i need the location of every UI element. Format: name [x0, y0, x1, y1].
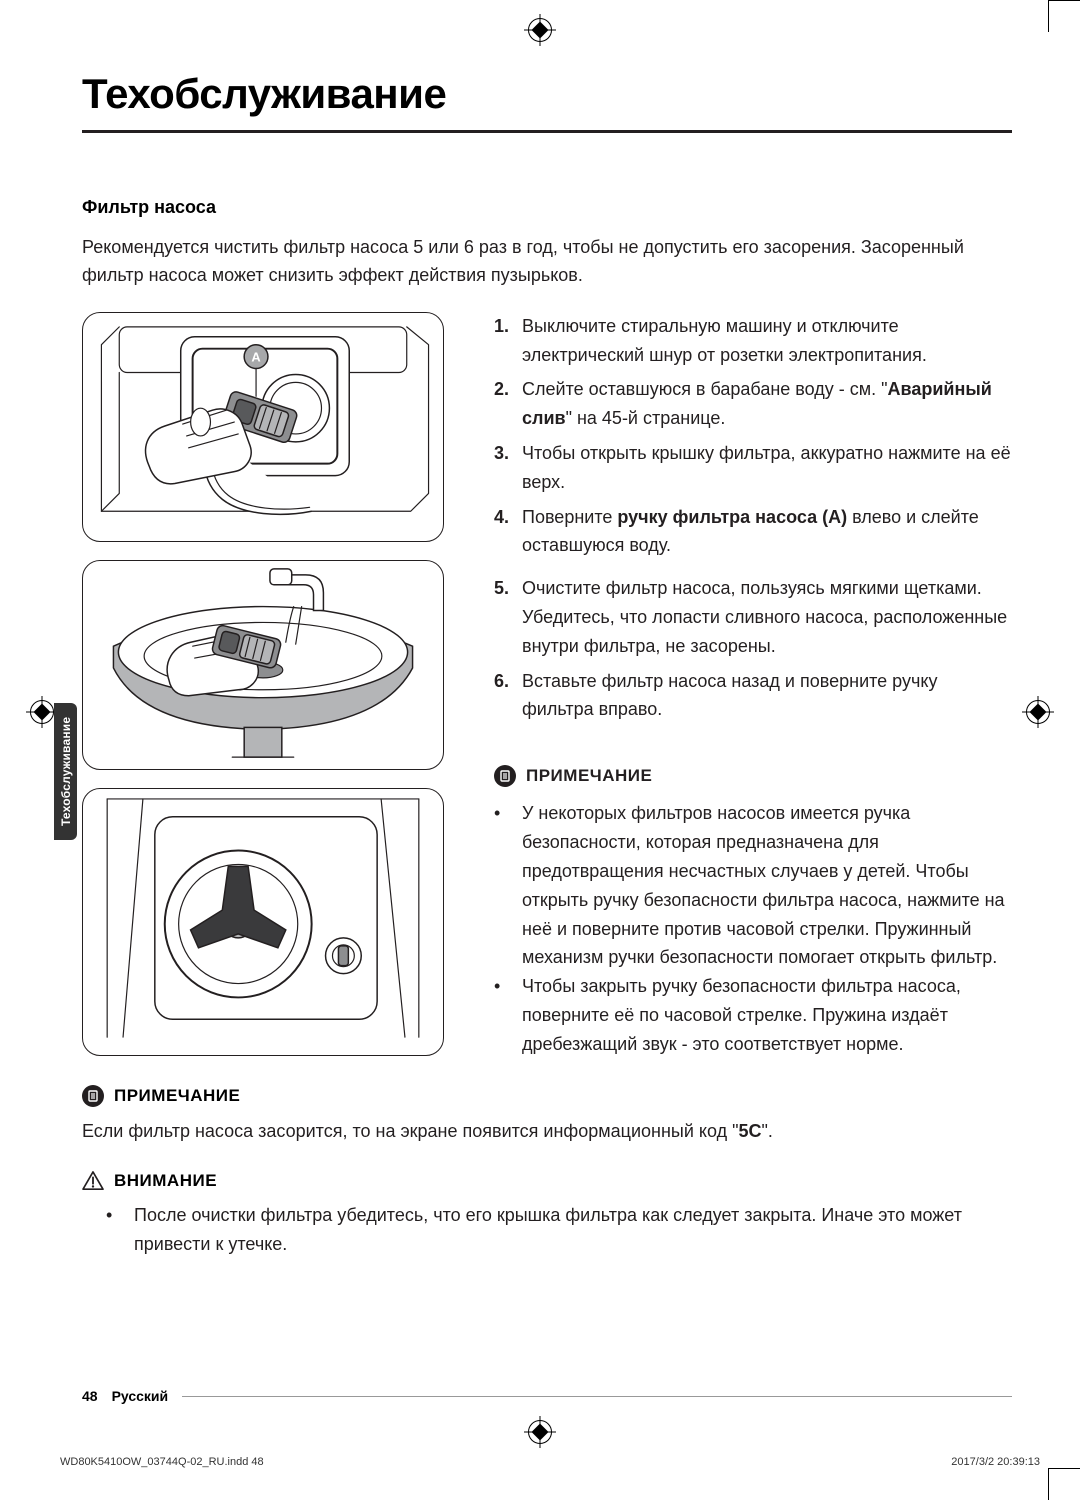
illustration-2 [82, 560, 444, 770]
steps-list-b: 5.Очистите фильтр насоса, пользуясь мягк… [494, 574, 1012, 724]
list-item: Чтобы закрыть ручку безопасности фильтра… [494, 972, 1012, 1058]
note-bullets: У некоторых фильтров насосов имеется руч… [494, 799, 1012, 1058]
registration-mark-icon [30, 700, 54, 724]
intro-paragraph: Рекомендуется чистить фильтр насоса 5 ил… [82, 234, 1012, 290]
list-item: После очистки фильтра убедитесь, что его… [82, 1201, 1012, 1259]
crop-mark [1048, 1468, 1080, 1469]
registration-mark-icon [528, 1420, 552, 1444]
note-heading-2: ПРИМЕЧАНИЕ [82, 1085, 1012, 1107]
list-item: У некоторых фильтров насосов имеется руч… [494, 799, 1012, 972]
page-content: Техобслуживание Фильтр насоса Рекомендуе… [82, 70, 1012, 1259]
step-item: 5.Очистите фильтр насоса, пользуясь мягк… [494, 574, 1012, 660]
page-language: Русский [112, 1388, 169, 1404]
crop-mark [1048, 0, 1080, 1]
footer-rule [182, 1396, 1012, 1397]
step-item: 4.Поверните ручку фильтра насоса (A) вле… [494, 503, 1012, 561]
note-heading: ПРИМЕЧАНИЕ [494, 762, 1012, 789]
step-item: 3.Чтобы открыть крышку фильтра, аккуратн… [494, 439, 1012, 497]
step-item: 2.Слейте оставшуюся в барабане воду - см… [494, 375, 1012, 433]
illustration-3 [82, 788, 444, 1056]
illustration-1: A [82, 312, 444, 542]
registration-mark-icon [1026, 700, 1050, 724]
note-icon [494, 765, 516, 787]
note-2-text: Если фильтр насоса засорится, то на экра… [82, 1117, 1012, 1146]
title-rule [82, 130, 1012, 133]
crop-mark [1048, 1468, 1049, 1500]
page-number: 48 [82, 1388, 98, 1404]
caution-heading: ВНИМАНИЕ [82, 1171, 1012, 1191]
print-footer-file: WD80K5410OW_03744Q-02_RU.indd 48 [60, 1456, 264, 1468]
step-item: 1.Выключите стиральную машину и отключит… [494, 312, 1012, 370]
section-tab: Техобслуживание [54, 703, 77, 840]
steps-list-a: 1.Выключите стиральную машину и отключит… [494, 312, 1012, 560]
section-heading: Фильтр насоса [82, 197, 1012, 218]
svg-text:A: A [251, 349, 260, 364]
print-footer-date: 2017/3/2 20:39:13 [951, 1456, 1040, 1468]
crop-mark [1048, 0, 1049, 32]
note-icon [82, 1085, 104, 1107]
page-title: Техобслуживание [82, 70, 1012, 118]
print-footer: WD80K5410OW_03744Q-02_RU.indd 48 2017/3/… [60, 1456, 1040, 1468]
step-item: 6.Вставьте фильтр насоса назад и поверни… [494, 667, 1012, 725]
page-footer: 48 Русский [82, 1388, 1012, 1404]
caution-list: После очистки фильтра убедитесь, что его… [82, 1201, 1012, 1259]
registration-mark-icon [528, 18, 552, 42]
caution-icon [82, 1171, 104, 1191]
